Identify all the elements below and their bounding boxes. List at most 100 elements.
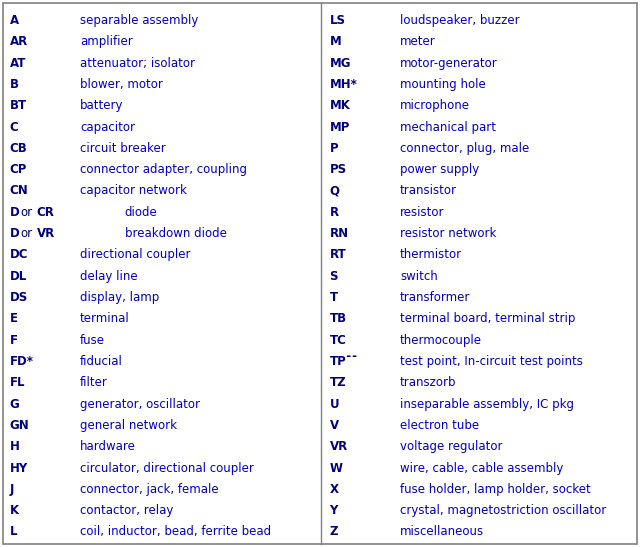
Text: FD*: FD*	[10, 355, 34, 368]
Text: G: G	[10, 398, 19, 411]
Text: resistor network: resistor network	[400, 227, 497, 240]
Text: mounting hole: mounting hole	[400, 78, 486, 91]
Text: F: F	[10, 334, 18, 347]
Text: diode: diode	[125, 206, 157, 219]
Text: L: L	[10, 526, 17, 538]
Text: circulator, directional coupler: circulator, directional coupler	[80, 462, 254, 475]
Text: DS: DS	[10, 291, 28, 304]
Text: voltage regulator: voltage regulator	[400, 440, 502, 453]
Text: resistor: resistor	[400, 206, 445, 219]
Text: CB: CB	[10, 142, 28, 155]
Text: Y: Y	[330, 504, 338, 517]
Text: D: D	[10, 227, 19, 240]
Text: wire, cable, cable assembly: wire, cable, cable assembly	[400, 462, 563, 475]
Text: terminal: terminal	[80, 312, 130, 325]
Text: general network: general network	[80, 419, 177, 432]
Text: C: C	[10, 120, 19, 133]
Text: MK: MK	[330, 99, 351, 112]
Text: RN: RN	[330, 227, 349, 240]
Text: K: K	[10, 504, 19, 517]
Text: CR: CR	[37, 206, 54, 219]
Text: U: U	[330, 398, 339, 411]
Text: M: M	[330, 36, 341, 48]
Text: E: E	[10, 312, 18, 325]
Text: TB: TB	[330, 312, 347, 325]
Text: meter: meter	[400, 36, 436, 48]
Text: power supply: power supply	[400, 163, 479, 176]
Text: BT: BT	[10, 99, 27, 112]
Text: or: or	[20, 227, 33, 240]
Text: connector, plug, male: connector, plug, male	[400, 142, 529, 155]
Text: fiducial: fiducial	[80, 355, 123, 368]
Text: miscellaneous: miscellaneous	[400, 526, 484, 538]
Text: Q: Q	[330, 184, 340, 197]
Text: connector adapter, coupling: connector adapter, coupling	[80, 163, 247, 176]
Text: fuse holder, lamp holder, socket: fuse holder, lamp holder, socket	[400, 483, 591, 496]
Text: R: R	[330, 206, 339, 219]
Text: T: T	[330, 291, 338, 304]
Text: GN: GN	[10, 419, 29, 432]
Text: A: A	[10, 14, 19, 27]
Text: X: X	[330, 483, 339, 496]
Text: TC: TC	[330, 334, 346, 347]
Text: delay line: delay line	[80, 270, 138, 283]
Text: VR: VR	[330, 440, 348, 453]
Text: fuse: fuse	[80, 334, 105, 347]
Text: loudspeaker, buzzer: loudspeaker, buzzer	[400, 14, 520, 27]
Text: mechanical part: mechanical part	[400, 120, 496, 133]
Text: H: H	[10, 440, 19, 453]
Text: thermocouple: thermocouple	[400, 334, 482, 347]
Text: TZ: TZ	[330, 376, 346, 389]
Text: directional coupler: directional coupler	[80, 248, 191, 261]
Text: capacitor network: capacitor network	[80, 184, 187, 197]
Text: LS: LS	[330, 14, 346, 27]
Text: switch: switch	[400, 270, 438, 283]
Text: filter: filter	[80, 376, 108, 389]
Text: electron tube: electron tube	[400, 419, 479, 432]
Text: hardware: hardware	[80, 440, 136, 453]
Text: display, lamp: display, lamp	[80, 291, 159, 304]
Text: or: or	[20, 206, 33, 219]
Text: terminal board, terminal strip: terminal board, terminal strip	[400, 312, 575, 325]
Text: battery: battery	[80, 99, 124, 112]
Text: test point, In-circuit test points: test point, In-circuit test points	[400, 355, 583, 368]
Text: coil, inductor, bead, ferrite bead: coil, inductor, bead, ferrite bead	[80, 526, 271, 538]
Text: crystal, magnetostriction oscillator: crystal, magnetostriction oscillator	[400, 504, 606, 517]
Text: Z: Z	[330, 526, 338, 538]
Text: MH*: MH*	[330, 78, 358, 91]
Text: microphone: microphone	[400, 99, 470, 112]
Text: FL: FL	[10, 376, 25, 389]
Text: generator, oscillator: generator, oscillator	[80, 398, 200, 411]
Text: CP: CP	[10, 163, 27, 176]
Text: connector, jack, female: connector, jack, female	[80, 483, 219, 496]
Text: AR: AR	[10, 36, 28, 48]
Text: TP¯¯: TP¯¯	[330, 355, 358, 368]
Text: HY: HY	[10, 462, 28, 475]
Text: S: S	[330, 270, 338, 283]
Text: B: B	[10, 78, 19, 91]
Text: P: P	[330, 142, 338, 155]
Text: V: V	[330, 419, 339, 432]
Text: VR: VR	[37, 227, 55, 240]
Text: DL: DL	[10, 270, 27, 283]
Text: RT: RT	[330, 248, 346, 261]
Text: capacitor: capacitor	[80, 120, 135, 133]
Text: MG: MG	[330, 57, 351, 69]
Text: attenuator; isolator: attenuator; isolator	[80, 57, 195, 69]
Text: transzorb: transzorb	[400, 376, 456, 389]
Text: amplifier: amplifier	[80, 36, 132, 48]
Text: breakdown diode: breakdown diode	[125, 227, 227, 240]
Text: J: J	[10, 483, 14, 496]
Text: motor-generator: motor-generator	[400, 57, 498, 69]
Text: CN: CN	[10, 184, 28, 197]
Text: thermistor: thermistor	[400, 248, 462, 261]
Text: inseparable assembly, IC pkg: inseparable assembly, IC pkg	[400, 398, 574, 411]
Text: MP: MP	[330, 120, 350, 133]
Text: W: W	[330, 462, 342, 475]
Text: separable assembly: separable assembly	[80, 14, 198, 27]
Text: contactor, relay: contactor, relay	[80, 504, 173, 517]
Text: blower, motor: blower, motor	[80, 78, 163, 91]
Text: circuit breaker: circuit breaker	[80, 142, 166, 155]
Text: AT: AT	[10, 57, 26, 69]
Text: transistor: transistor	[400, 184, 457, 197]
